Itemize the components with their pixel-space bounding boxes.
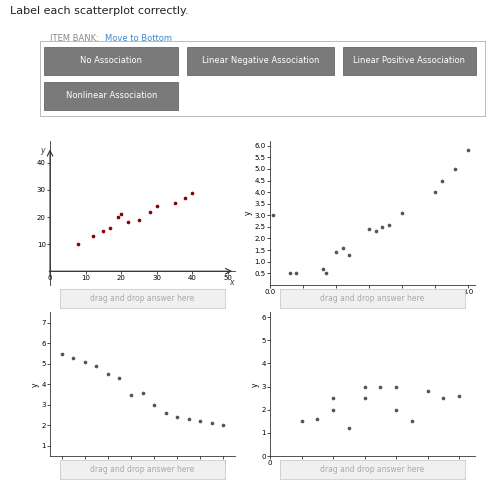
Point [346, 250, 354, 259]
Point [104, 370, 112, 378]
Point [378, 223, 386, 231]
Text: Linear Negative Association: Linear Negative Association [202, 56, 319, 65]
Point [116, 374, 124, 382]
Point [124, 218, 132, 226]
Y-axis label: y: y [31, 382, 40, 387]
Point [114, 213, 122, 221]
X-axis label: x: x [370, 468, 375, 477]
X-axis label: x: x [370, 296, 375, 305]
Point [170, 200, 178, 208]
Point [298, 417, 306, 425]
Point [152, 202, 160, 210]
Point [438, 176, 446, 184]
Point [329, 406, 337, 414]
X-axis label: x: x [140, 468, 145, 477]
Point [80, 358, 88, 366]
Y-axis label: y: y [244, 211, 253, 215]
Point [408, 417, 416, 425]
Point [338, 243, 346, 251]
Point [220, 421, 228, 429]
Text: Nonlinear Association: Nonlinear Association [66, 91, 157, 100]
Point [424, 387, 432, 395]
Point [74, 240, 82, 248]
Text: No Association: No Association [80, 56, 142, 65]
Text: Move to Bottom: Move to Bottom [105, 34, 172, 43]
Point [398, 209, 406, 217]
Point [392, 383, 400, 391]
Point [440, 394, 448, 402]
Point [185, 415, 193, 423]
Point [135, 216, 143, 224]
Point [146, 208, 154, 216]
FancyBboxPatch shape [44, 82, 178, 110]
Point [173, 413, 181, 421]
Point [270, 211, 278, 219]
Point [451, 165, 459, 173]
Point [150, 401, 158, 409]
Point [92, 362, 100, 370]
Text: ITEM BANK:: ITEM BANK: [50, 34, 99, 43]
Point [100, 226, 108, 234]
Point [455, 392, 463, 400]
FancyBboxPatch shape [187, 46, 334, 75]
Point [162, 409, 170, 417]
Point [181, 194, 189, 202]
Point [69, 354, 77, 362]
Point [138, 389, 146, 397]
Point [286, 269, 294, 277]
Point [432, 188, 440, 196]
Text: drag and drop answer here: drag and drop answer here [90, 465, 194, 474]
Point [464, 146, 472, 154]
Text: drag and drop answer here: drag and drop answer here [320, 465, 424, 474]
Y-axis label: y: y [251, 382, 260, 387]
Text: Linear Positive Association: Linear Positive Association [354, 56, 466, 65]
Point [376, 383, 384, 391]
Text: drag and drop answer here: drag and drop answer here [320, 294, 424, 303]
FancyBboxPatch shape [44, 46, 178, 75]
FancyBboxPatch shape [342, 46, 476, 75]
Point [360, 383, 368, 391]
Point [196, 417, 204, 425]
Point [292, 269, 300, 277]
Text: y: y [40, 146, 44, 155]
Point [117, 210, 125, 218]
Point [372, 227, 380, 235]
Point [319, 265, 327, 273]
Point [88, 232, 96, 240]
Text: Label each scatterplot correctly.: Label each scatterplot correctly. [10, 6, 188, 16]
Point [360, 394, 368, 402]
Point [127, 391, 135, 399]
Point [188, 188, 196, 197]
Point [392, 406, 400, 414]
Point [345, 424, 353, 432]
Point [208, 419, 216, 427]
Point [58, 349, 66, 357]
Point [365, 225, 373, 233]
Text: drag and drop answer here: drag and drop answer here [90, 294, 194, 303]
Text: x: x [229, 278, 234, 287]
Point [106, 224, 114, 232]
Point [322, 269, 330, 277]
Point [385, 220, 393, 228]
Point [332, 248, 340, 257]
Point [314, 415, 322, 423]
Point [329, 394, 337, 402]
